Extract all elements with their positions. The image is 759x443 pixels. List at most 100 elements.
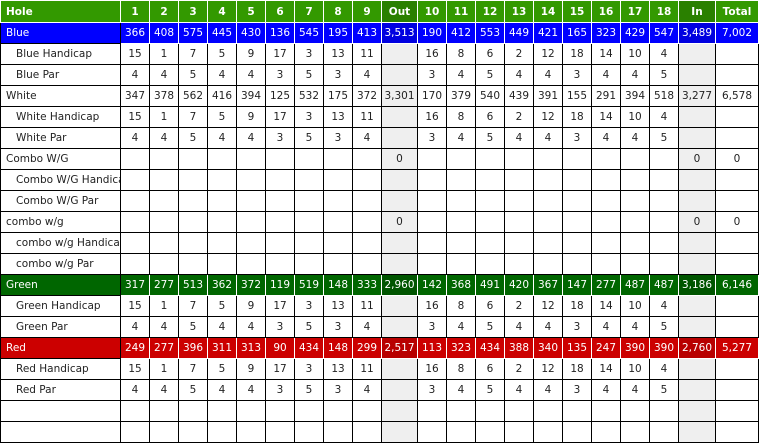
hole-cell: 3: [294, 358, 324, 380]
hole-cell: 368: [446, 274, 476, 296]
tee-row: Combo W/G 0 0 0: [0, 148, 759, 170]
hole-cell: [417, 190, 447, 212]
hole-cell: 135: [562, 337, 592, 359]
hole-cell: 10: [620, 358, 650, 380]
hole-cell: 8: [446, 43, 476, 65]
hole-cell: [178, 211, 208, 233]
hole-cell: [417, 169, 447, 191]
hole-cell: [446, 421, 476, 443]
hole-cell: 4: [149, 379, 179, 401]
in-cell: [678, 64, 716, 86]
hole-cell: 4: [207, 379, 237, 401]
hole-cell: 2: [504, 43, 534, 65]
row-label: Red Handicap: [0, 358, 121, 380]
hole-cell: [562, 148, 592, 170]
hole-cell: 4: [620, 316, 650, 338]
hole-cell: [620, 253, 650, 275]
hole-cell: 2: [504, 106, 534, 128]
hole-cell: 518: [649, 85, 679, 107]
hole-cell: 378: [149, 85, 179, 107]
hole-cell: 142: [417, 274, 447, 296]
hole-cell: [236, 148, 266, 170]
row-label: Green Handicap: [0, 295, 121, 317]
hole-cell: 4: [120, 379, 150, 401]
hole-cell: [504, 232, 534, 254]
in-cell: [678, 379, 716, 401]
hole-cell: 434: [294, 337, 324, 359]
hole-cell: 3: [265, 64, 295, 86]
hole-cell: [265, 190, 295, 212]
row-label: [0, 421, 121, 443]
hole-cell: 2: [504, 358, 534, 380]
hole-cell: 3: [265, 316, 295, 338]
hole-cell: [620, 169, 650, 191]
in-cell: 3,277: [678, 85, 716, 107]
hole-cell: 4: [533, 316, 563, 338]
hole-cell: 390: [649, 337, 679, 359]
hole-cell: [504, 190, 534, 212]
hole-cell: [178, 232, 208, 254]
hole-cell: 113: [417, 337, 447, 359]
hole-cell: 7: [178, 295, 208, 317]
hole-cell: [323, 400, 353, 422]
hole-cell: 4: [446, 316, 476, 338]
hole-cell: 323: [591, 22, 621, 44]
hole-cell: 4: [620, 127, 650, 149]
hole-cell: 18: [562, 43, 592, 65]
hole-cell: 4: [149, 64, 179, 86]
hole-cell: 5: [475, 127, 505, 149]
hole-cell: 277: [149, 337, 179, 359]
hole-cell: [446, 400, 476, 422]
header-out: Out: [381, 0, 418, 23]
hole-cell: 12: [533, 43, 563, 65]
header-13: 13: [504, 0, 534, 23]
hole-cell: [352, 211, 382, 233]
hole-cell: [446, 253, 476, 275]
hole-cell: [178, 253, 208, 275]
hole-cell: 575: [178, 22, 208, 44]
hole-cell: 1: [149, 43, 179, 65]
hole-cell: 119: [265, 274, 295, 296]
hole-cell: [562, 253, 592, 275]
hole-cell: 5: [649, 64, 679, 86]
total-cell: [715, 169, 759, 191]
hole-cell: [207, 253, 237, 275]
blank-row: [0, 400, 759, 422]
hole-cell: [533, 232, 563, 254]
hole-cell: 311: [207, 337, 237, 359]
hole-cell: [236, 400, 266, 422]
hole-cell: 13: [323, 358, 353, 380]
hole-cell: [120, 232, 150, 254]
total-cell: [715, 421, 759, 443]
hole-cell: 3: [562, 127, 592, 149]
hole-cell: [178, 190, 208, 212]
hole-cell: 10: [620, 106, 650, 128]
total-cell: [715, 43, 759, 65]
hole-cell: 5: [178, 127, 208, 149]
hole-cell: 16: [417, 295, 447, 317]
hole-cell: 155: [562, 85, 592, 107]
hole-cell: [591, 190, 621, 212]
hole-cell: 15: [120, 43, 150, 65]
hole-cell: [533, 169, 563, 191]
hole-cell: 3: [417, 316, 447, 338]
hole-cell: 430: [236, 22, 266, 44]
hole-cell: 7: [178, 106, 208, 128]
hole-cell: 5: [178, 316, 208, 338]
hole-cell: [446, 232, 476, 254]
hole-cell: 18: [562, 106, 592, 128]
header-12: 12: [475, 0, 505, 23]
hole-cell: [149, 211, 179, 233]
hole-cell: 4: [504, 316, 534, 338]
out-cell: [381, 169, 418, 191]
hole-cell: [207, 169, 237, 191]
row-label: Green Par: [0, 316, 121, 338]
detail-row: Green Handicap 15 1 7 5 9 17 3 13 11 16 8 6 2 12 18 14 10…: [0, 295, 759, 317]
hole-cell: 4: [149, 127, 179, 149]
hole-cell: [591, 253, 621, 275]
hole-cell: 4: [591, 127, 621, 149]
row-label: [0, 400, 121, 422]
hole-cell: 8: [446, 106, 476, 128]
hole-cell: [591, 211, 621, 233]
hole-cell: [504, 169, 534, 191]
